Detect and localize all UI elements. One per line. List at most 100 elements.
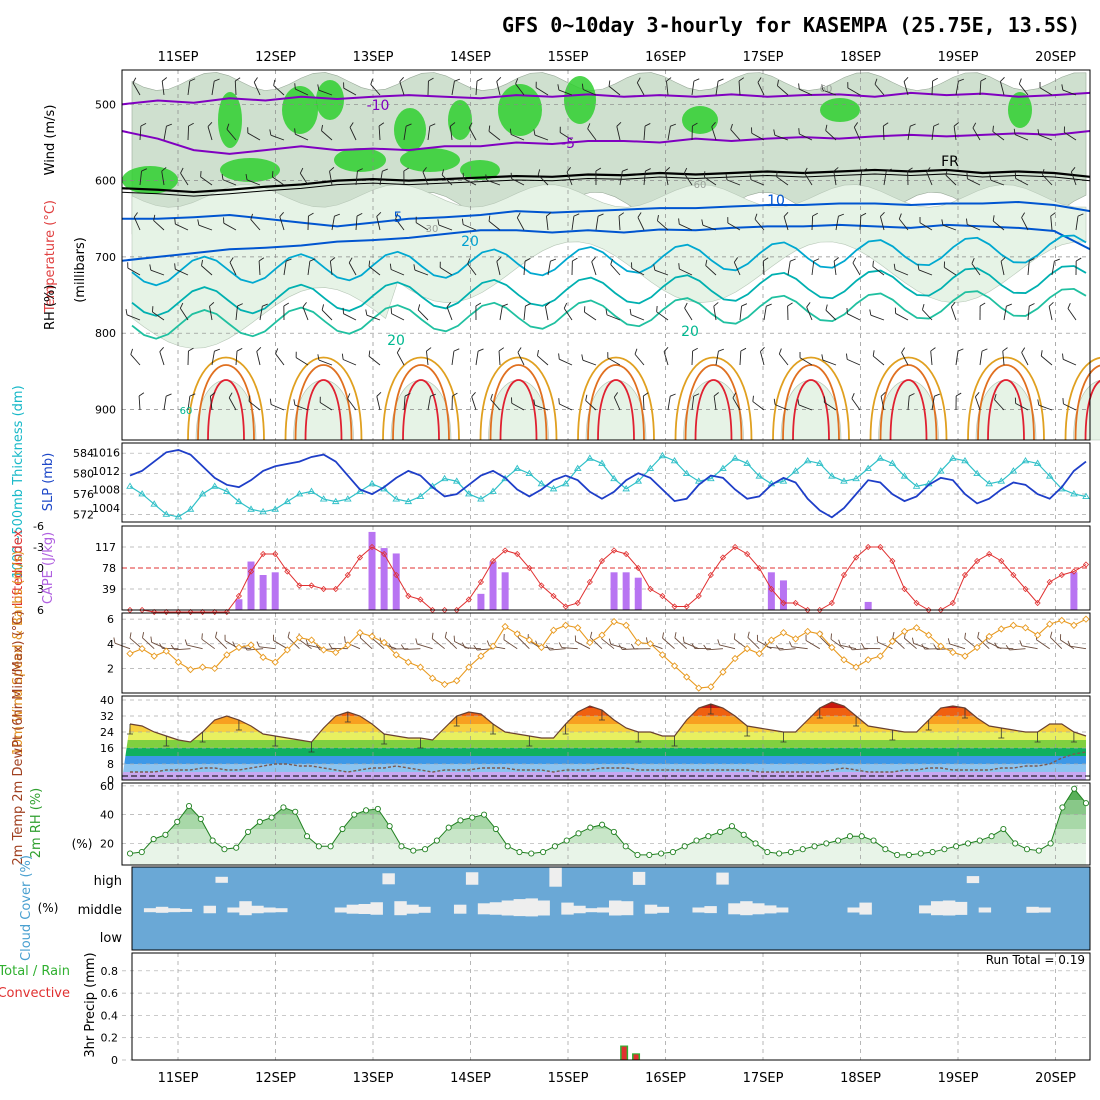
panel1-axis-titles: Wind (m/s) Temperature (°C) RH (%) (mill… — [43, 105, 88, 330]
upper-barb — [634, 348, 645, 366]
upper-barb-staff — [355, 171, 358, 186]
upper-barb-staff — [246, 179, 261, 186]
upper-barb-flag — [670, 123, 677, 127]
upper-barb-flag — [581, 83, 584, 90]
upper-barb-flag — [637, 212, 642, 218]
upper-barb-flag — [461, 218, 464, 225]
upper-barb — [403, 123, 412, 141]
w10-barb-flag — [994, 642, 998, 649]
thickness-point-2 — [150, 500, 158, 507]
upper-barb-flag — [846, 307, 848, 314]
w10-barb-flag — [977, 631, 980, 638]
li-point-16 — [320, 585, 327, 593]
upper-barb-staff — [944, 266, 957, 276]
w10-point-28 — [465, 663, 473, 671]
thickness-point-6 — [198, 490, 207, 497]
upper-barb-staff — [175, 268, 189, 276]
thickness-point-9 — [235, 497, 243, 505]
thickness-point-52 — [755, 472, 764, 479]
upper-barb — [283, 258, 292, 276]
w10-barb — [400, 644, 421, 650]
upper-barb — [1013, 128, 1029, 141]
upper-barb-staff — [376, 396, 381, 411]
w10-barb-staff — [464, 647, 481, 650]
w10-barb-flag — [256, 641, 260, 648]
upper-barb-staff — [368, 265, 381, 276]
upper-barb-staff — [563, 308, 573, 321]
precip-frame — [131, 952, 1091, 1061]
upper-barb-staff — [1067, 308, 1077, 321]
top-date-1: 12SEP — [255, 50, 296, 65]
upper-barb-staff — [851, 398, 861, 411]
w10-point-8 — [223, 651, 231, 659]
cloud-bar-42 — [632, 871, 646, 885]
w10-barb-flag — [703, 644, 708, 651]
rh2m-point-35 — [540, 849, 547, 856]
upper-barb — [691, 78, 700, 96]
w10-barb — [1050, 631, 1063, 650]
upper-barb-flag — [454, 78, 461, 82]
upper-barb-staff — [523, 306, 526, 321]
upper-barb — [749, 173, 765, 186]
upper-barb-staff — [417, 309, 429, 321]
upper-barb — [403, 167, 410, 186]
upper-barb — [821, 354, 837, 366]
upper-barb — [467, 258, 477, 276]
cloud-bar-4 — [179, 908, 193, 912]
w10-barb-flag — [947, 638, 951, 645]
w10-barb-staff — [877, 641, 893, 650]
rh-blob-0 — [218, 92, 242, 148]
upper-barb-staff — [1015, 178, 1029, 186]
w10-barb-flag — [756, 634, 758, 641]
upper-barb — [515, 78, 525, 96]
upper-barb — [1027, 303, 1035, 321]
upper-barb-staff — [378, 126, 381, 141]
upper-barb-staff — [754, 218, 765, 231]
thickness-point-8 — [223, 487, 231, 494]
w10-barb — [503, 633, 518, 650]
thickness-point-37 — [573, 464, 582, 471]
cape-bar-54 — [779, 580, 787, 610]
upper-barb — [1039, 81, 1053, 96]
upper-barb — [1037, 399, 1053, 411]
w10-point-53 — [767, 636, 776, 644]
rh2m-point-18 — [339, 825, 346, 833]
upper-barb — [535, 81, 549, 96]
upper-barb — [663, 346, 669, 366]
upper-barb-flag — [1054, 258, 1060, 262]
upper-barb-staff — [446, 306, 453, 321]
upper-barb-staff — [1027, 306, 1030, 321]
li-point-34 — [538, 582, 545, 589]
upper-barb — [187, 347, 194, 366]
upper-barb-flag — [524, 258, 531, 262]
upper-barb-staff — [882, 125, 885, 141]
rh-band-3 — [130, 800, 1086, 815]
conv-loop-0-0 — [187, 356, 265, 441]
w10-barb-flag — [674, 632, 677, 638]
upper-barb-flag — [693, 393, 700, 397]
upper-barb-staff — [994, 399, 1005, 411]
upper-barb — [919, 216, 933, 231]
t2m-ytick-5: 0 — [107, 774, 114, 787]
upper-barb-flag — [390, 307, 392, 314]
upper-barb — [798, 83, 813, 96]
w10-point-20 — [368, 632, 376, 641]
li-point-30 — [489, 557, 497, 565]
upper-barb-flag — [475, 302, 482, 307]
upper-barb-flag — [343, 82, 345, 89]
upper-barb-flag — [629, 308, 632, 315]
rh2m-point-76 — [1023, 846, 1031, 853]
rh2m-point-61 — [846, 833, 854, 840]
rh2m-point-53 — [752, 840, 759, 847]
w10-barb-staff — [503, 639, 518, 650]
w10-point-74 — [1021, 624, 1030, 632]
w10-barb — [558, 642, 578, 650]
upper-barb-flag — [1075, 257, 1082, 262]
thickness-point-12 — [271, 505, 280, 512]
upper-barb — [684, 302, 693, 321]
rh2m-point-5 — [185, 802, 193, 810]
upper-barb-flag — [453, 348, 460, 352]
isotherm-label-10: 60 — [694, 180, 707, 191]
thickness-point-40 — [610, 474, 618, 482]
upper-barb-staff — [804, 172, 813, 186]
